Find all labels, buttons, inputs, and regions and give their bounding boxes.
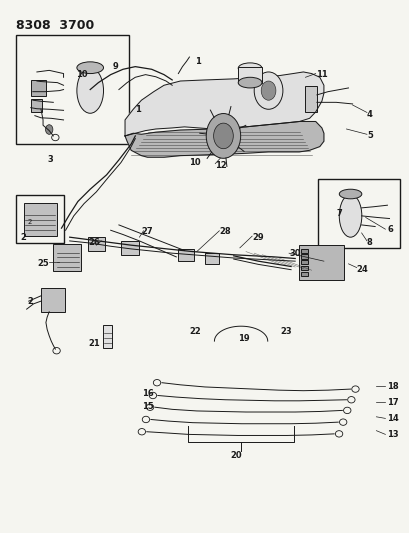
Text: 2: 2 xyxy=(27,297,33,305)
Text: 12: 12 xyxy=(215,161,227,169)
Circle shape xyxy=(206,114,240,158)
Text: 4: 4 xyxy=(366,110,372,119)
Text: 18: 18 xyxy=(387,382,398,391)
Text: 26: 26 xyxy=(88,238,100,247)
Bar xyxy=(16,35,129,144)
Text: 23: 23 xyxy=(280,327,292,336)
Ellipse shape xyxy=(339,195,361,237)
Text: 17: 17 xyxy=(387,398,398,407)
Bar xyxy=(103,325,112,348)
Circle shape xyxy=(254,72,282,109)
Text: 8: 8 xyxy=(366,238,372,247)
Text: 16: 16 xyxy=(142,389,153,398)
Text: 20: 20 xyxy=(229,451,241,460)
Circle shape xyxy=(45,125,53,134)
Ellipse shape xyxy=(77,62,103,74)
Text: 10: 10 xyxy=(188,158,200,167)
Bar xyxy=(204,253,219,264)
Text: 13: 13 xyxy=(387,430,398,439)
Text: 10: 10 xyxy=(76,70,87,79)
Text: 30: 30 xyxy=(288,249,300,257)
Bar xyxy=(31,99,42,112)
Bar xyxy=(41,288,65,312)
Text: 11: 11 xyxy=(315,70,327,79)
Text: 19: 19 xyxy=(238,334,249,343)
Ellipse shape xyxy=(339,189,361,199)
Text: 29: 29 xyxy=(252,233,263,241)
Polygon shape xyxy=(125,72,323,136)
Text: 5: 5 xyxy=(366,132,372,140)
Bar xyxy=(299,245,344,280)
Text: 2: 2 xyxy=(28,219,32,225)
Text: 22: 22 xyxy=(189,327,200,336)
Ellipse shape xyxy=(238,63,261,74)
Text: 1: 1 xyxy=(135,105,141,114)
Text: 6: 6 xyxy=(387,225,392,233)
Text: 27: 27 xyxy=(141,228,153,236)
Bar xyxy=(317,179,399,248)
Bar xyxy=(24,203,57,236)
Text: 21: 21 xyxy=(88,340,100,348)
Text: 25: 25 xyxy=(37,260,49,268)
Bar xyxy=(121,241,139,255)
Bar xyxy=(300,254,308,259)
Text: 2: 2 xyxy=(21,233,27,241)
Text: 3: 3 xyxy=(47,156,53,164)
Text: 15: 15 xyxy=(142,402,153,410)
Bar xyxy=(31,80,46,96)
Text: 7: 7 xyxy=(335,209,341,217)
Text: 14: 14 xyxy=(387,414,398,423)
Bar xyxy=(53,244,81,271)
Bar xyxy=(178,249,193,261)
Text: 9: 9 xyxy=(112,62,118,71)
Bar xyxy=(300,260,308,264)
Ellipse shape xyxy=(238,77,261,88)
Text: 8308  3700: 8308 3700 xyxy=(16,19,94,31)
Bar xyxy=(300,266,308,270)
Polygon shape xyxy=(125,122,323,157)
Bar xyxy=(16,195,63,243)
Ellipse shape xyxy=(77,68,103,114)
Bar xyxy=(238,67,261,83)
Text: 28: 28 xyxy=(219,228,230,236)
Bar xyxy=(305,86,316,112)
Circle shape xyxy=(261,81,275,100)
Circle shape xyxy=(213,123,233,149)
Text: 1: 1 xyxy=(194,57,200,66)
Bar xyxy=(300,272,308,276)
Bar xyxy=(88,237,104,251)
Text: 24: 24 xyxy=(356,265,368,273)
Bar xyxy=(300,249,308,253)
